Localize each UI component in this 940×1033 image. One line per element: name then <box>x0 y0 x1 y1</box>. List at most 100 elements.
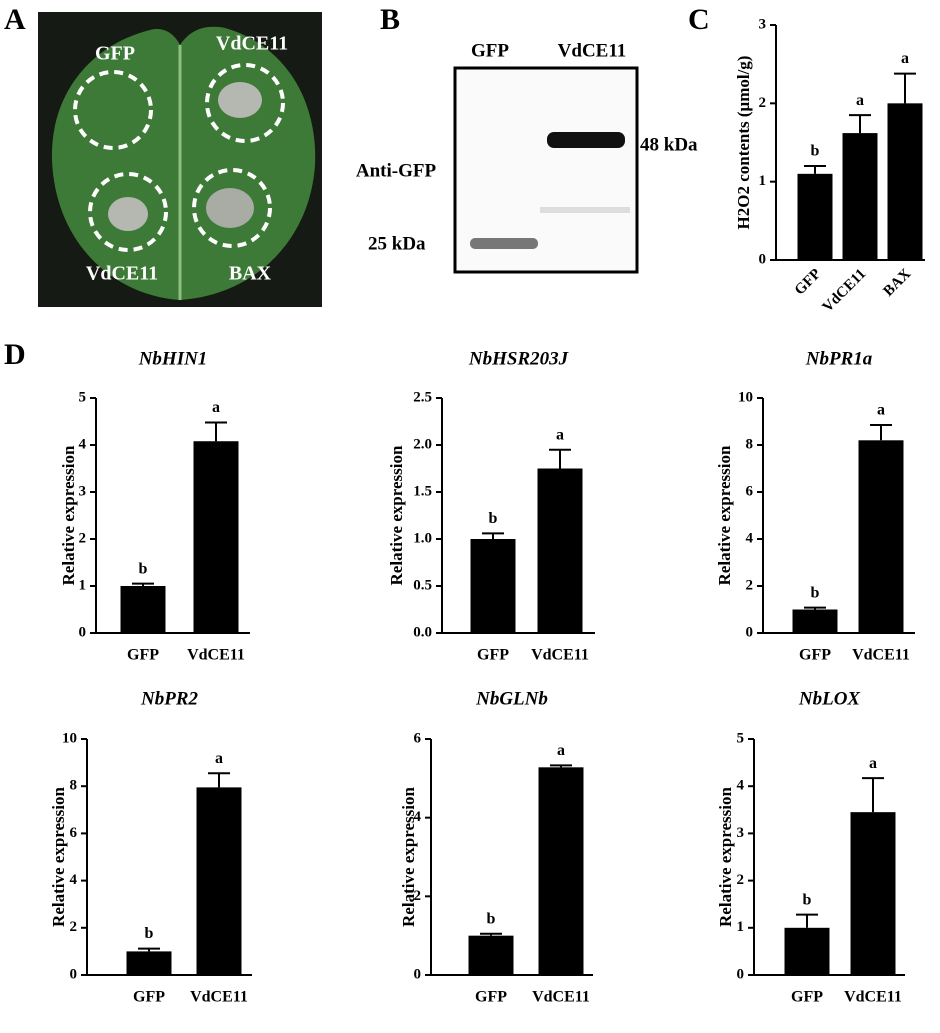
infiltration-circle <box>73 70 153 150</box>
y-tick-label: 5 <box>79 389 87 405</box>
y-tick-label: 6 <box>414 730 422 746</box>
error-bar <box>894 72 916 104</box>
infiltration-circle <box>192 168 272 248</box>
y-tick-label: 10 <box>738 389 753 405</box>
error-bar <box>482 532 504 539</box>
y-tick-label: 6 <box>746 483 754 499</box>
significance-letter: b <box>811 584 820 601</box>
error-bar <box>132 582 154 586</box>
x-tick-label: VdCE11 <box>532 989 590 1006</box>
y-tick-label: 2.5 <box>413 389 432 405</box>
bar <box>193 441 239 633</box>
lesion <box>108 197 148 231</box>
x-tick-label: VdCE11 <box>852 647 910 664</box>
y-tick-label: 4 <box>746 530 754 546</box>
bar <box>792 609 838 633</box>
bar <box>797 173 833 260</box>
error-bar <box>804 165 826 174</box>
y-axis-label: Relative expression <box>715 445 734 585</box>
y-axis-label: Relative expression <box>59 445 78 585</box>
chart-title: NbHIN1 <box>138 348 208 369</box>
error-bar <box>480 932 502 936</box>
significance-letter: b <box>811 143 820 160</box>
y-tick-label: 2 <box>79 530 87 546</box>
bar <box>196 787 242 975</box>
y-axis-label: Relative expression <box>399 786 418 926</box>
x-tick-label: BAX <box>881 266 915 300</box>
y-tick-label: 0.5 <box>413 577 432 593</box>
bar <box>120 586 166 633</box>
y-tick-label: 0.0 <box>413 624 432 640</box>
y-tick-label: 2 <box>70 919 78 935</box>
y-tick-label: 1 <box>79 577 87 593</box>
x-tick-label: GFP <box>792 266 825 299</box>
y-tick-label: 0 <box>759 251 767 267</box>
significance-letter: b <box>139 560 148 577</box>
y-tick-label: 3 <box>759 16 767 32</box>
bar <box>850 812 896 975</box>
error-bar <box>205 421 227 442</box>
leaf-label: VdCE11 <box>86 263 158 285</box>
y-tick-label: 1 <box>737 919 745 935</box>
y-tick-label: 0 <box>414 966 422 982</box>
error-bar <box>849 114 871 134</box>
leaf-label: BAX <box>229 263 272 285</box>
significance-letter: a <box>901 50 909 67</box>
lesion <box>206 188 254 228</box>
x-tick-label: GFP <box>477 647 509 664</box>
blot-band <box>540 207 630 213</box>
x-tick-label: VdCE11 <box>531 647 589 664</box>
significance-letter: a <box>215 750 223 767</box>
panel-letter: B <box>380 3 400 36</box>
significance-letter: b <box>487 910 496 927</box>
bar <box>468 935 514 975</box>
bar <box>887 103 923 260</box>
marker-label: 48 kDa <box>640 134 698 155</box>
x-tick-label: VdCE11 <box>820 266 870 316</box>
error-bar <box>804 606 826 610</box>
error-bar <box>549 448 571 469</box>
lane-label: VdCE11 <box>558 40 627 61</box>
lane-label: GFP <box>471 40 509 61</box>
significance-letter: b <box>489 510 498 527</box>
bar <box>858 440 904 633</box>
bar <box>842 133 878 260</box>
significance-letter: a <box>557 742 565 759</box>
y-tick-label: 4 <box>79 436 87 452</box>
y-tick-label: 4 <box>414 809 422 825</box>
marker-label: 25 kDa <box>368 233 426 254</box>
significance-letter: a <box>212 399 220 416</box>
antibody-label: Anti-GFP <box>356 160 437 181</box>
y-tick-label: 5 <box>737 730 745 746</box>
bar <box>470 539 516 633</box>
x-tick-label: VdCE11 <box>844 989 902 1006</box>
y-tick-label: 8 <box>70 778 78 794</box>
x-tick-label: GFP <box>127 647 159 664</box>
y-tick-label: 2 <box>737 872 745 888</box>
y-tick-label: 3 <box>79 483 87 499</box>
y-axis-label: Relative expression <box>49 786 68 926</box>
y-tick-label: 0 <box>737 966 745 982</box>
leaf-label: VdCE11 <box>216 33 288 55</box>
bar <box>784 927 830 975</box>
chart-title: NbHSR203J <box>468 348 569 369</box>
y-tick-label: 8 <box>746 436 754 452</box>
blot-band <box>470 238 538 249</box>
infiltration-circle <box>205 63 285 143</box>
panel-letter: A <box>4 3 26 36</box>
error-bar <box>796 913 818 928</box>
significance-letter: b <box>803 891 812 908</box>
y-axis-label: H2O2 contents (μmol/g) <box>734 56 753 230</box>
error-bar <box>870 424 892 441</box>
y-tick-label: 1.5 <box>413 483 432 499</box>
x-tick-label: GFP <box>799 647 831 664</box>
error-bar <box>208 772 230 788</box>
y-tick-label: 4 <box>737 778 745 794</box>
y-tick-label: 0 <box>746 624 754 640</box>
x-tick-label: GFP <box>133 989 165 1006</box>
x-tick-label: VdCE11 <box>187 647 245 664</box>
y-tick-label: 1 <box>759 173 767 189</box>
y-tick-label: 3 <box>737 825 745 841</box>
blot-band <box>547 132 625 148</box>
